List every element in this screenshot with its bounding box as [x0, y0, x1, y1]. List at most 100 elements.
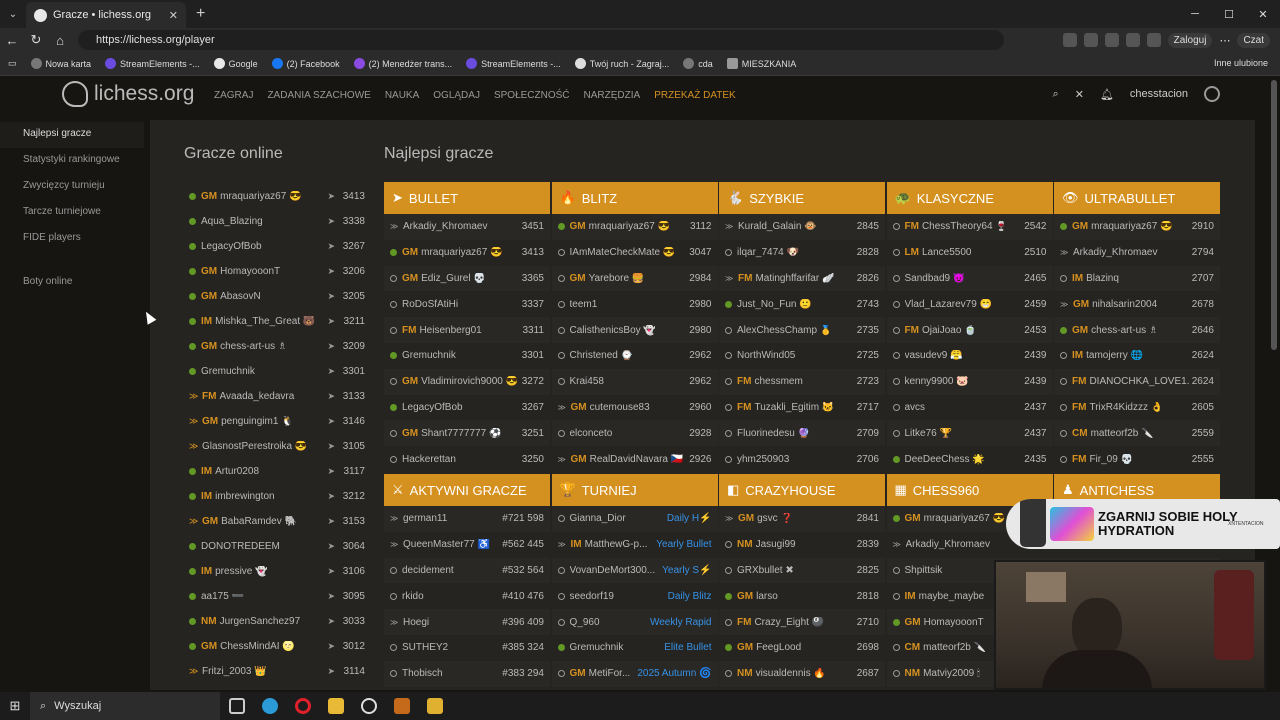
nav-donate[interactable]: PRZEKAŻ DATEK — [654, 90, 736, 101]
leaderboard-row[interactable]: ≫ Arkadiy_Khromaev 2794 — [1054, 239, 1220, 266]
tournament-link[interactable]: Weekly Rapid — [649, 616, 712, 628]
extension-icon[interactable] — [1083, 33, 1098, 47]
leaderboard-row[interactable]: FM Heisenberg01 3311 — [384, 317, 550, 343]
leaderboard-row[interactable]: vasudev9 😤 2439 — [886, 342, 1053, 369]
leaderboard-row[interactable]: RoDoSfAtiHi 3337 — [384, 291, 550, 318]
tournament-link[interactable]: Elite Bullet — [664, 642, 712, 654]
sidebar-item-bots[interactable]: Boty online — [23, 276, 73, 287]
leaderboard-row[interactable]: LegacyOfBob 3267 — [384, 394, 550, 421]
history-icon[interactable] — [1146, 33, 1161, 47]
online-player-row[interactable]: LegacyOfBob ➤ 3267 — [189, 234, 365, 259]
player-name[interactable]: Aqua_Blazing — [201, 216, 327, 227]
sidebar-item-fide[interactable]: FIDE players — [23, 232, 81, 243]
leaderboard-row[interactable]: Gianna_Dior Daily H⚡ — [551, 506, 718, 532]
leaderboard-row[interactable]: AlexChessChamp 🥇 2735 — [719, 317, 885, 343]
tournament-link[interactable]: Yearly S⚡ — [662, 564, 712, 576]
browser-tab[interactable]: Gracze • lichess.org ✕ — [26, 2, 186, 28]
leaderboard-row[interactable]: NM Jasugi99 2839 — [719, 531, 885, 558]
player-name[interactable]: IM pressive 👻 — [201, 566, 327, 577]
player-name[interactable]: aa175 ➖ — [201, 591, 327, 602]
copilot-button[interactable]: Czat — [1237, 32, 1270, 48]
bookmark-item[interactable]: (2) Facebook — [271, 58, 340, 69]
player-name[interactable]: GM penguingim1 🐧 — [202, 416, 327, 427]
leaderboard-row[interactable]: elconceto 2928 — [551, 420, 718, 447]
sidebar-item-tournament-winners[interactable]: Zwycięzcy turnieju — [23, 180, 105, 191]
leaderboard-row[interactable]: GM chess-art-us ♗ 2646 — [1054, 317, 1220, 343]
leaderboard-row[interactable]: IAmMateCheckMate 😎 3047 — [551, 239, 718, 266]
leaderboard-row[interactable]: Krai458 2962 — [551, 368, 718, 395]
leaderboard-row[interactable]: FM ChessTheory64 🍷 2542 — [886, 214, 1053, 240]
player-name[interactable]: LegacyOfBob — [201, 241, 327, 252]
leaderboard-row[interactable]: ≫ QueenMaster77 ♿ #562 445 — [384, 531, 550, 558]
bookmark-item[interactable]: StreamElements -... — [466, 58, 561, 69]
other-bookmarks[interactable]: Inne ulubione — [1213, 58, 1268, 68]
player-name[interactable]: GM AbasovN — [201, 291, 327, 302]
player-name[interactable]: GM chess-art-us ♗ — [201, 341, 327, 352]
leaderboard-row[interactable]: DeeDeeChess 🌟 2435 — [886, 446, 1053, 472]
online-player-row[interactable]: GM HomayooonT ➤ 3206 — [189, 259, 365, 284]
leaderboard-row[interactable]: FM TrixR4Kidzzz 👌 2605 — [1054, 394, 1220, 421]
leaderboard-row[interactable]: LM Lance5500 2510 — [886, 239, 1053, 266]
app-icon[interactable] — [418, 698, 451, 714]
edge-icon[interactable] — [253, 698, 286, 714]
nav-community[interactable]: SPOŁECZNOŚĆ — [493, 90, 570, 101]
close-tab-icon[interactable]: ✕ — [168, 9, 178, 22]
reading-view-icon[interactable]: ▭ — [8, 58, 17, 68]
leaderboard-row[interactable]: Q_960 Weekly Rapid — [551, 609, 718, 635]
player-name[interactable]: NM JurgenSanchez97 — [201, 616, 327, 627]
online-player-row[interactable]: IM Artur0208 ➤ 3117 — [189, 459, 365, 484]
leaderboard-header[interactable]: 🐢 KLASYCZNE — [886, 182, 1053, 214]
leaderboard-row[interactable]: decidement #532 564 — [384, 557, 550, 584]
taskbar-search[interactable]: ⌕ Wyszukaj — [30, 692, 220, 720]
bookmark-item[interactable]: Nowa karta — [30, 58, 91, 69]
leaderboard-row[interactable]: Sandbad9 😈 2465 — [886, 265, 1053, 292]
bookmark-item[interactable]: MIESZKANIA — [726, 58, 796, 69]
leaderboard-row[interactable]: FM chessmem 2723 — [719, 368, 885, 395]
online-player-row[interactable]: DONOTREDEEM ➤ 3064 — [189, 534, 365, 559]
online-player-row[interactable]: GM chess-art-us ♗ ➤ 3209 — [189, 334, 365, 359]
windows-start-icon[interactable]: ⊞ — [9, 698, 21, 713]
leaderboard-row[interactable]: rkido #410 476 — [384, 583, 550, 610]
bookmark-item[interactable]: (2) Menedżer trans... — [353, 58, 452, 69]
leaderboard-header[interactable]: 🏆 TURNIEJ — [551, 474, 718, 506]
new-tab-icon[interactable]: + — [196, 5, 206, 22]
leaderboard-row[interactable]: seedorf19 Daily Blitz — [551, 583, 718, 610]
leaderboard-header[interactable]: ⚔ AKTYWNI GRACZE — [384, 474, 550, 506]
online-player-row[interactable]: aa175 ➖ ➤ 3095 — [189, 584, 365, 609]
leaderboard-row[interactable]: Vlad_Lazarev79 😁 2459 — [886, 291, 1053, 318]
leaderboard-row[interactable]: GM Yarebore 🍔 2984 — [551, 265, 718, 292]
page-scrollbar[interactable] — [1271, 80, 1277, 350]
leaderboard-row[interactable]: FM DIANOCHKA_LOVE1... 2624 — [1054, 368, 1220, 395]
online-player-row[interactable]: NM JurgenSanchez97 ➤ 3033 — [189, 609, 365, 634]
player-name[interactable]: GM BabaRamdev 🐘 — [202, 516, 327, 527]
leaderboard-row[interactable]: CM matteorf2b 🔪 2559 — [1054, 420, 1220, 447]
tournament-link[interactable]: 2025 Autumn 🌀 — [637, 668, 712, 680]
extension-icon[interactable] — [1104, 33, 1119, 47]
player-name[interactable]: Fritzi_2003 👑 — [202, 666, 327, 677]
opera-icon[interactable] — [286, 698, 319, 714]
bookmark-item[interactable]: cda — [683, 58, 713, 69]
leaderboard-row[interactable]: Gremuchnik 3301 — [384, 342, 550, 369]
username[interactable]: chesstacion — [1129, 88, 1188, 100]
leaderboard-row[interactable]: GM mraquariyaz67 😎 3413 — [384, 239, 550, 266]
leaderboard-row[interactable]: ≫ Hoegi #396 409 — [384, 609, 550, 635]
leaderboard-row[interactable]: IM Blazinq 2707 — [1054, 265, 1220, 292]
back-icon[interactable]: ← — [5, 32, 19, 48]
leaderboard-row[interactable]: FM OjaiJoao 🍵 2453 — [886, 317, 1053, 343]
player-name[interactable]: GlasnostPerestroika 😎 — [202, 441, 327, 452]
online-player-row[interactable]: IM Mishka_The_Great 🐻 ➤ 3211 — [189, 309, 365, 334]
leaderboard-row[interactable]: GM Vladimirovich9000 😎 3272 — [384, 368, 550, 395]
leaderboard-header[interactable]: ➤ BULLET — [384, 182, 550, 214]
leaderboard-row[interactable]: FM Tuzakli_Egitim 🐱 2717 — [719, 394, 885, 421]
tournament-link[interactable]: Daily H⚡ — [666, 513, 712, 525]
leaderboard-row[interactable]: ≫ german11 #721 598 — [384, 506, 550, 532]
player-name[interactable]: IM Artur0208 — [201, 466, 327, 477]
online-player-row[interactable]: IM imbrewington ➤ 3212 — [189, 484, 365, 509]
nav-watch[interactable]: OGLĄDAJ — [433, 90, 480, 101]
leaderboard-row[interactable]: VovanDeMort300... Yearly S⚡ — [551, 557, 718, 584]
leaderboard-row[interactable]: yhm250903 2706 — [719, 446, 885, 472]
leaderboard-row[interactable]: ≫ GM RealDavidNavara 🇨🇿 2926 — [551, 446, 718, 472]
leaderboard-row[interactable]: FM Crazy_Eight 🎱 2710 — [719, 609, 885, 635]
login-button[interactable]: Zaloguj — [1167, 32, 1213, 48]
player-name[interactable]: DONOTREDEEM — [201, 541, 327, 552]
